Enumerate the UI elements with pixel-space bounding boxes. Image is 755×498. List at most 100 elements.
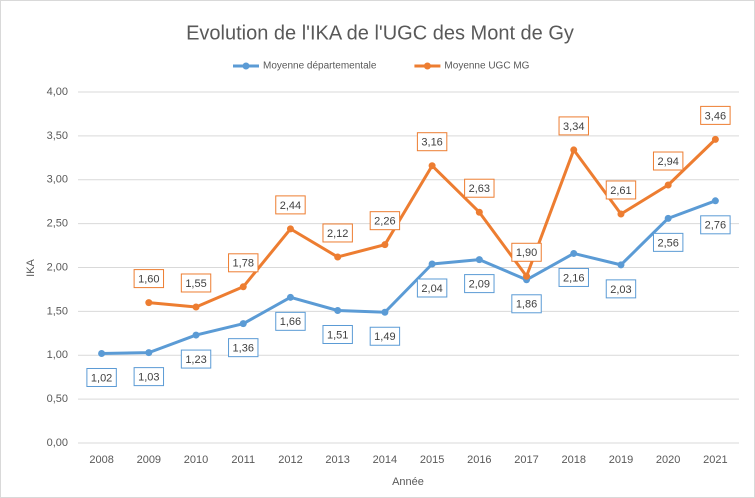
data-label: 2,56 bbox=[657, 237, 678, 249]
data-label-box bbox=[322, 324, 353, 344]
data-label-box bbox=[322, 223, 353, 243]
data-label: 1,51 bbox=[327, 329, 348, 341]
data-label: 1,90 bbox=[516, 247, 537, 259]
y-tick-label: 3,50 bbox=[47, 130, 68, 142]
data-label: 2,03 bbox=[610, 284, 631, 296]
data-point bbox=[617, 210, 625, 218]
data-label-box bbox=[652, 232, 684, 252]
data-label-box bbox=[464, 178, 495, 198]
data-label-box bbox=[700, 105, 731, 125]
data-point bbox=[523, 272, 531, 280]
data-point bbox=[428, 162, 436, 170]
x-tick-label: 2020 bbox=[656, 454, 680, 466]
data-label-box bbox=[464, 274, 495, 294]
data-point bbox=[381, 241, 389, 249]
y-tick-label: 3,00 bbox=[47, 174, 68, 186]
data-point bbox=[617, 261, 625, 269]
data-point bbox=[664, 214, 672, 222]
data-label-box bbox=[511, 294, 542, 314]
data-point bbox=[475, 256, 483, 264]
data-label-box bbox=[133, 269, 165, 289]
y-tick-label: 1,50 bbox=[47, 305, 68, 317]
x-tick-label: 2010 bbox=[184, 454, 208, 466]
data-label: 2,09 bbox=[469, 279, 490, 291]
y-tick-label: 2,00 bbox=[47, 261, 68, 273]
data-label: 1,02 bbox=[91, 372, 112, 384]
data-label-box bbox=[369, 211, 401, 231]
x-tick-label: 2011 bbox=[231, 454, 255, 466]
data-label: 1,55 bbox=[185, 278, 206, 290]
data-point bbox=[711, 135, 719, 143]
data-label: 1,36 bbox=[233, 343, 254, 355]
data-point bbox=[239, 283, 247, 291]
legend-label: Moyenne UGC MG bbox=[444, 61, 529, 72]
data-point bbox=[334, 253, 342, 261]
data-label-box bbox=[558, 267, 589, 287]
legend-marker bbox=[242, 62, 250, 70]
data-point bbox=[192, 331, 200, 339]
y-tick-label: 1,00 bbox=[47, 349, 68, 361]
data-label-box bbox=[416, 132, 448, 152]
legend-marker bbox=[423, 62, 431, 70]
data-label: 1,23 bbox=[185, 354, 206, 366]
data-point bbox=[145, 349, 153, 357]
data-point bbox=[664, 181, 672, 189]
x-tick-label: 2009 bbox=[137, 454, 161, 466]
data-label-box bbox=[605, 180, 637, 200]
data-label-box bbox=[416, 278, 448, 298]
data-label-box bbox=[369, 326, 401, 346]
data-label-box bbox=[228, 338, 259, 358]
data-point bbox=[381, 308, 389, 316]
x-axis-label: Année bbox=[392, 476, 424, 488]
data-label: 2,63 bbox=[469, 183, 490, 195]
data-label-box bbox=[180, 349, 212, 369]
data-label: 1,78 bbox=[233, 258, 254, 270]
data-label-box bbox=[700, 215, 731, 235]
data-point bbox=[428, 260, 436, 268]
y-tick-label: 0,00 bbox=[47, 437, 68, 449]
data-label: 1,60 bbox=[138, 274, 159, 286]
data-label: 3,16 bbox=[421, 137, 442, 149]
data-label: 1,03 bbox=[138, 372, 159, 384]
x-tick-label: 2008 bbox=[89, 454, 113, 466]
data-label-box bbox=[133, 367, 165, 387]
data-point bbox=[145, 299, 153, 307]
data-label: 2,94 bbox=[657, 156, 678, 168]
data-label-box bbox=[605, 279, 637, 299]
x-tick-label: 2012 bbox=[278, 454, 302, 466]
x-tick-label: 2016 bbox=[467, 454, 491, 466]
y-tick-label: 0,50 bbox=[47, 393, 68, 405]
data-label: 2,76 bbox=[705, 220, 726, 232]
data-label: 2,44 bbox=[280, 200, 301, 212]
data-label: 2,16 bbox=[563, 272, 584, 284]
data-label-box bbox=[275, 195, 306, 215]
x-tick-label: 2019 bbox=[609, 454, 633, 466]
data-label-box bbox=[86, 367, 117, 387]
data-label: 3,34 bbox=[563, 121, 584, 133]
x-tick-label: 2014 bbox=[373, 454, 397, 466]
data-label: 1,66 bbox=[280, 316, 301, 328]
data-label: 2,61 bbox=[610, 185, 631, 197]
data-point bbox=[475, 208, 483, 216]
legend-label: Moyenne départementale bbox=[263, 61, 377, 72]
data-point bbox=[570, 146, 578, 154]
data-point bbox=[239, 320, 247, 328]
data-label: 1,49 bbox=[374, 331, 395, 343]
x-tick-label: 2013 bbox=[325, 454, 349, 466]
data-label-box bbox=[275, 311, 306, 331]
data-label: 3,46 bbox=[705, 110, 726, 122]
x-tick-label: 2021 bbox=[703, 454, 727, 466]
y-tick-label: 4,00 bbox=[47, 86, 68, 98]
data-point bbox=[98, 349, 106, 357]
x-tick-label: 2015 bbox=[420, 454, 444, 466]
y-axis-label: IKA bbox=[25, 258, 37, 276]
data-label-box bbox=[558, 116, 589, 136]
data-label-box bbox=[511, 242, 542, 262]
data-point bbox=[570, 249, 578, 257]
y-tick-label: 2,50 bbox=[47, 218, 68, 230]
data-point bbox=[711, 197, 719, 205]
data-label: 1,86 bbox=[516, 299, 537, 311]
series-line bbox=[101, 199, 716, 355]
